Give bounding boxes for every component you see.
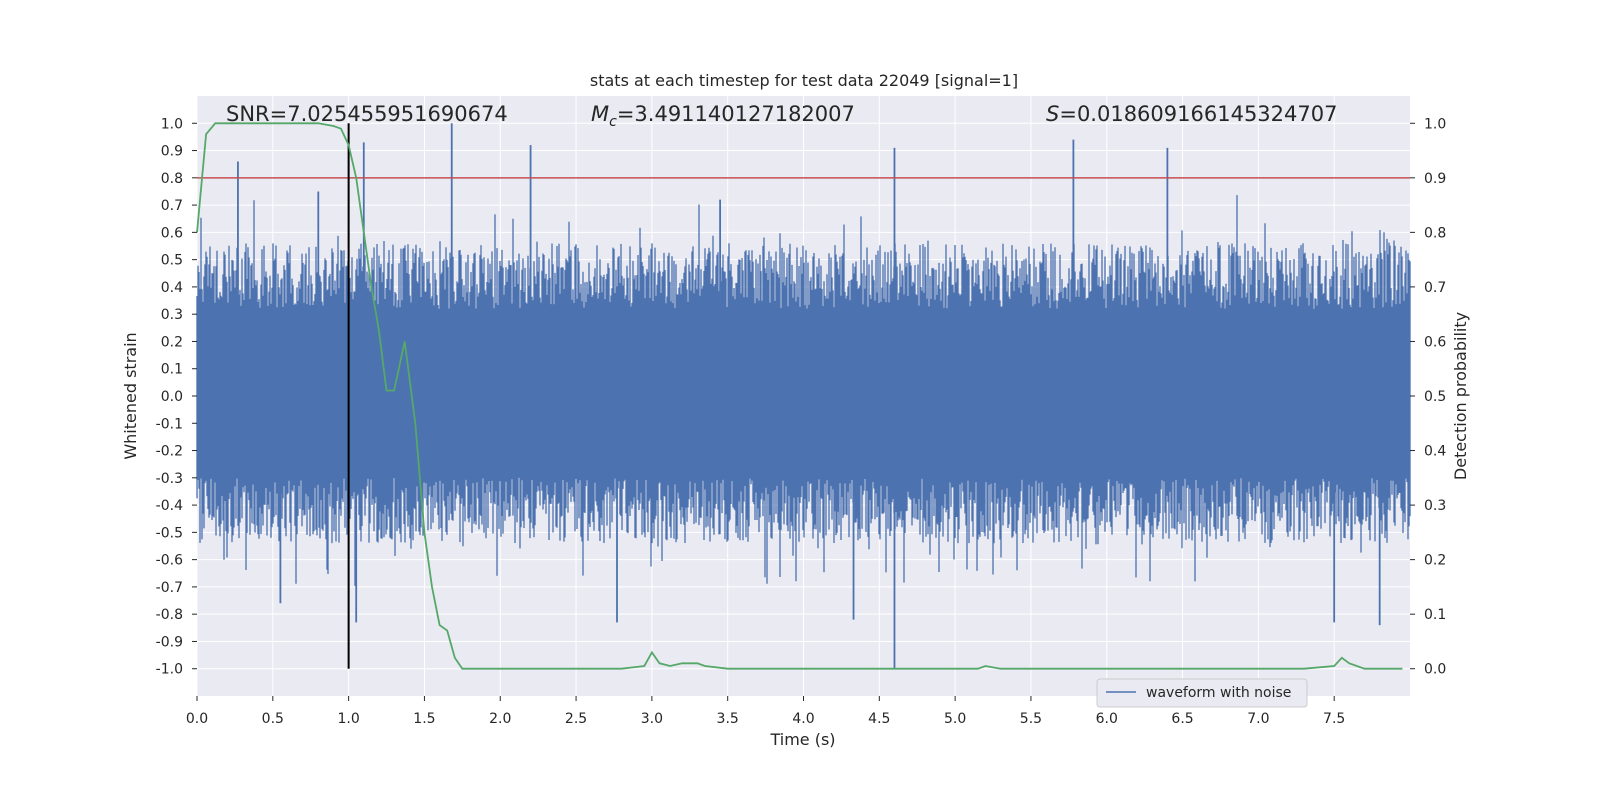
chirp-mass-subscript: c	[609, 114, 617, 130]
x-tick-label-1: 0.5	[262, 711, 284, 727]
x-tick-label-12: 6.0	[1096, 711, 1118, 727]
waveform-noise-core	[197, 319, 1410, 470]
y-axis-left-label: Whitened strain	[121, 332, 140, 459]
y-left-tick-label-14: -0.4	[156, 498, 183, 514]
y-left-tick-label-18: -0.8	[156, 607, 183, 623]
y-left-tick-label-13: -0.3	[156, 471, 183, 487]
y-left-tick-label-20: -1.0	[156, 662, 183, 678]
y-right-tick-label-10: 0.0	[1424, 662, 1446, 678]
y-right-tick-label-8: 0.2	[1424, 553, 1446, 569]
chirp-mass-annotation: Mc=3.491140127182007	[591, 102, 855, 130]
y-left-tick-label-7: 0.3	[161, 307, 183, 323]
y-left-tick-label-8: 0.2	[161, 334, 183, 350]
x-tick-label-11: 5.5	[1020, 711, 1042, 727]
y-left-tick-label-17: -0.7	[156, 580, 183, 596]
y-left-tick-label-3: 0.7	[161, 198, 183, 214]
legend: waveform with noise	[1096, 678, 1308, 708]
y-right-tick-label-6: 0.4	[1424, 444, 1446, 460]
y-right-tick-label-5: 0.5	[1424, 389, 1446, 405]
x-tick-label-4: 2.0	[489, 711, 511, 727]
x-tick-label-0: 0.0	[186, 711, 208, 727]
y-axis-right-label: Detection probability	[1451, 312, 1470, 480]
chart-title: stats at each timestep for test data 220…	[590, 71, 1018, 90]
y-left-tick-label-11: -0.1	[156, 416, 183, 432]
y-left-tick-label-10: 0.0	[161, 389, 183, 405]
stat-s-value: =0.018609166145324707	[1059, 102, 1337, 126]
x-tick-label-7: 3.5	[717, 711, 739, 727]
y-left-tick-label-2: 0.8	[161, 171, 183, 187]
y-left-tick-label-1: 0.9	[161, 144, 183, 160]
x-tick-label-3: 1.5	[413, 711, 435, 727]
y-right-tick-label-2: 0.8	[1424, 225, 1446, 241]
waveform-with-noise-series	[196, 195, 1411, 586]
x-tick-label-2: 1.0	[337, 711, 359, 727]
x-tick-label-13: 6.5	[1171, 711, 1193, 727]
x-axis-label: Time (s)	[769, 730, 835, 749]
y-left-tick-label-5: 0.5	[161, 253, 183, 269]
y-left-tick-label-15: -0.5	[156, 525, 183, 541]
legend-label: waveform with noise	[1146, 685, 1291, 701]
y-left-tick-label-12: -0.2	[156, 444, 183, 460]
snr-annotation: SNR=7.025455951690674	[226, 102, 508, 126]
x-tick-label-9: 4.5	[868, 711, 890, 727]
y-right-tick-label-3: 0.7	[1424, 280, 1446, 296]
y-right-tick-label-7: 0.3	[1424, 498, 1446, 514]
y-axis-left-ticks: 1.0 0.9 0.8 0.7 0.6 0.5 0.4 0.3 0.2 0.1 0.0 -0.1 -0.…	[156, 116, 197, 678]
y-axis-right-ticks: 1.0 0.9 0.8 0.7 0.6 0.5 0.4 0.3 0.2 0.1 0.0	[1410, 116, 1446, 678]
x-tick-label-10: 5.0	[944, 711, 966, 727]
chirp-mass-symbol: M	[591, 102, 609, 126]
y-left-tick-label-4: 0.6	[161, 225, 183, 241]
chirp-mass-value: =3.491140127182007	[617, 102, 855, 126]
y-right-tick-label-0: 1.0	[1424, 116, 1446, 132]
x-axis-ticks: 0.0 0.5 1.0 1.5 2.0 2.5 3.0 3.5 4.0 4.5 5.0 5.5 6.0 6…	[186, 696, 1345, 727]
x-tick-label-5: 2.5	[565, 711, 587, 727]
y-right-tick-label-9: 0.1	[1424, 607, 1446, 623]
y-left-tick-label-19: -0.9	[156, 634, 183, 650]
y-left-tick-label-9: 0.1	[161, 362, 183, 378]
x-tick-label-14: 7.0	[1247, 711, 1269, 727]
y-right-tick-label-1: 0.9	[1424, 171, 1446, 187]
stat-s-annotation: S=0.018609166145324707	[1046, 102, 1337, 126]
y-right-tick-label-4: 0.6	[1424, 334, 1446, 350]
x-tick-label-8: 4.0	[792, 711, 814, 727]
waveform-spikes	[237, 123, 1381, 669]
detection-probability-line	[196, 122, 1403, 670]
x-tick-label-15: 7.5	[1323, 711, 1345, 727]
y-left-tick-label-6: 0.4	[161, 280, 183, 296]
stat-s-symbol: S	[1046, 102, 1059, 126]
y-left-tick-label-16: -0.6	[156, 553, 183, 569]
y-left-tick-label-0: 1.0	[161, 116, 183, 132]
x-tick-label-6: 3.0	[641, 711, 663, 727]
